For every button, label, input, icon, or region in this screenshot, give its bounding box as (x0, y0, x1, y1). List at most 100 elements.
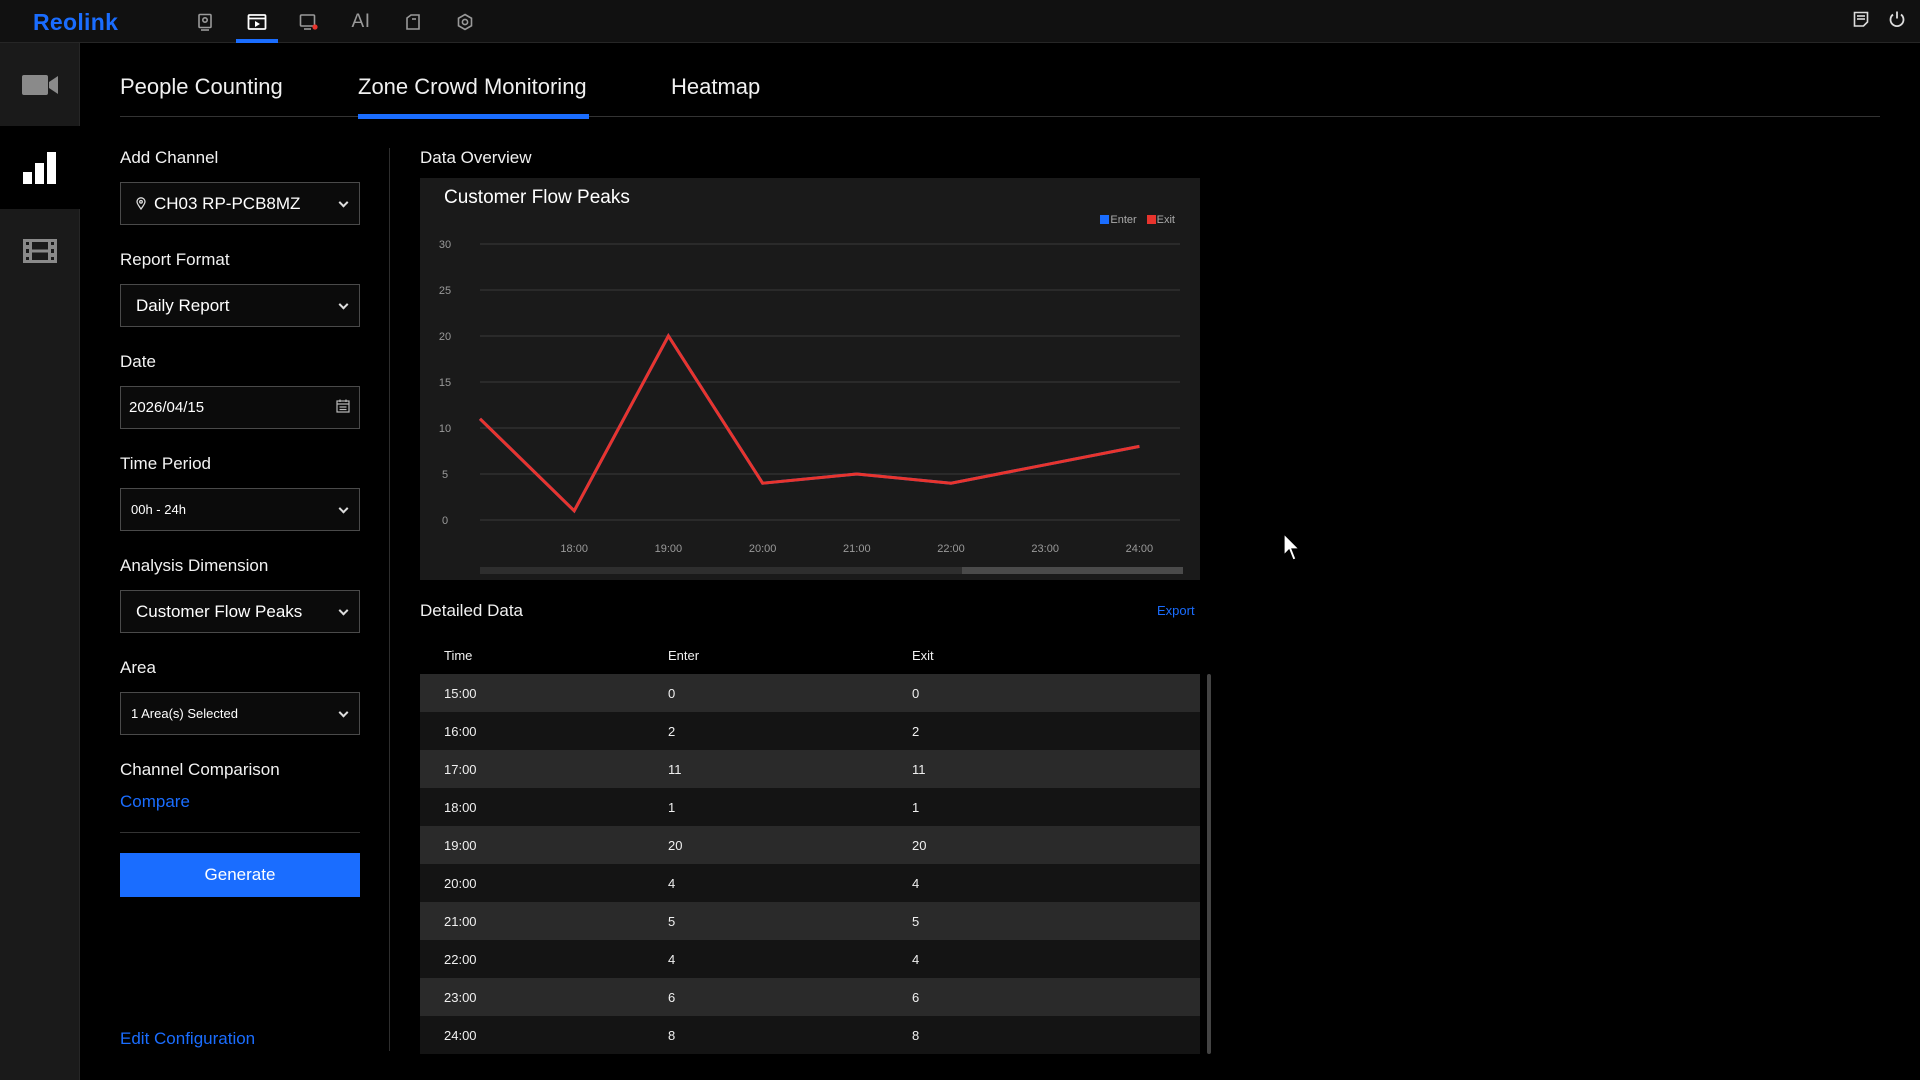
y-tick-label: 20 (439, 331, 451, 343)
enter-cell: 6 (668, 989, 676, 1005)
export-link[interactable]: Export (1157, 603, 1195, 618)
device-nav-button[interactable] (179, 0, 231, 43)
exit-cell: 6 (912, 989, 920, 1005)
report-format-value: Daily Report (136, 295, 230, 315)
sidebar-item-playback[interactable] (0, 209, 80, 292)
y-tick-label: 15 (439, 377, 451, 389)
table-scrollbar[interactable] (1207, 674, 1211, 1054)
panel-divider (389, 148, 390, 1051)
exit-cell: 2 (912, 723, 920, 739)
date-label: Date (120, 352, 156, 371)
exit-cell: 20 (912, 837, 927, 853)
chart-title: Customer Flow Peaks (444, 187, 630, 208)
data-overview-title: Data Overview (420, 148, 532, 167)
device-icon (198, 13, 212, 31)
add-channel-label: Add Channel (120, 148, 219, 167)
compare-link[interactable]: Compare (120, 792, 190, 811)
enter-cell: 11 (668, 761, 682, 777)
time-cell: 24:00 (444, 1027, 477, 1043)
files-icon (406, 13, 420, 30)
files-nav-button[interactable] (387, 0, 439, 43)
tab-heatmap[interactable]: Heatmap (671, 74, 761, 99)
date-picker[interactable]: 2026/04/15 (120, 386, 360, 429)
enter-cell: 4 (668, 951, 676, 967)
y-tick-label: 30 (439, 239, 451, 251)
time-cell: 20:00 (444, 875, 477, 891)
playback-icon (247, 13, 267, 30)
calendar-icon[interactable] (336, 399, 350, 413)
generate-button[interactable]: Generate (120, 853, 360, 897)
exit-cell: 5 (912, 913, 920, 929)
chart-legend: Enter Exit (1100, 214, 1175, 226)
time-period-select[interactable]: 00h - 24h (120, 488, 360, 531)
enter-cell: 5 (668, 913, 676, 929)
settings-nav-button[interactable] (439, 0, 491, 43)
column-header-enter: Enter (668, 647, 700, 663)
time-cell: 16:00 (444, 723, 477, 739)
video-camera-icon (22, 74, 58, 95)
column-header-time: Time (444, 647, 473, 663)
legend-label-exit: Exit (1156, 214, 1175, 226)
analysis-dimension-select[interactable]: Customer Flow Peaks (120, 590, 360, 633)
bar-chart-icon (23, 151, 56, 184)
power-button[interactable] (1888, 10, 1906, 33)
enter-cell: 2 (668, 723, 676, 739)
table-row: 22:00 4 4 (420, 940, 1200, 978)
y-tick-label: 25 (439, 285, 451, 297)
report-tabs: People Counting Zone Crowd Monitoring He… (120, 60, 1880, 119)
x-tick-label: 20:00 (749, 543, 777, 555)
time-cell: 22:00 (444, 951, 477, 967)
enter-cell: 0 (668, 685, 676, 701)
notes-icon (1853, 11, 1869, 27)
enter-cell: 1 (668, 799, 676, 815)
sidebar-item-live-view[interactable] (0, 43, 80, 126)
mouse-cursor-icon (1283, 533, 1301, 561)
ai-nav-button[interactable]: AI (335, 0, 387, 43)
date-value: 2026/04/15 (129, 399, 205, 416)
table-row: 19:00 20 20 (420, 826, 1200, 864)
tab-zone-crowd-monitoring[interactable]: Zone Crowd Monitoring (358, 74, 589, 119)
legend-label-enter: Enter (1110, 214, 1137, 226)
report-format-select[interactable]: Daily Report (120, 284, 360, 327)
alarm-nav-button[interactable] (283, 0, 335, 43)
time-cell: 19:00 (444, 837, 477, 853)
y-tick-label: 0 (442, 515, 448, 527)
channel-select[interactable]: CH03 RP-PCB8MZ (120, 182, 360, 225)
time-cell: 15:00 (444, 685, 477, 701)
analysis-dimension-label: Analysis Dimension (120, 556, 269, 575)
y-tick-label: 5 (442, 469, 448, 481)
exit-cell: 4 (912, 951, 920, 967)
time-cell: 17:00 (444, 761, 477, 777)
table-header: Time Enter Exit (420, 636, 1200, 674)
time-cell: 23:00 (444, 989, 477, 1005)
table-row: 21:00 5 5 (420, 902, 1200, 940)
ai-nav-label: AI (351, 10, 371, 32)
reolink-logo: Reolink (33, 9, 119, 35)
time-cell: 18:00 (444, 799, 477, 815)
enter-cell: 8 (668, 1027, 676, 1043)
area-label: Area (120, 658, 156, 677)
top-nav: AI (179, 0, 491, 43)
exit-cell: 1 (912, 799, 920, 815)
table-row: 16:00 2 2 (420, 712, 1200, 750)
notes-button[interactable] (1852, 10, 1870, 33)
chevron-down-icon (338, 197, 349, 208)
legend-item-enter[interactable]: Enter (1100, 214, 1137, 226)
tab-people-counting[interactable]: People Counting (120, 74, 283, 99)
exit-cell: 11 (912, 761, 926, 777)
channel-select-value: CH03 RP-PCB8MZ (154, 193, 301, 213)
time-period-value: 00h - 24h (131, 502, 186, 517)
area-select[interactable]: 1 Area(s) Selected (120, 692, 360, 735)
chart-scroll-track (480, 567, 1183, 574)
table-row: 15:00 0 0 (420, 674, 1200, 712)
playback-nav-button[interactable] (231, 0, 283, 43)
edit-configuration-link[interactable]: Edit Configuration (120, 1029, 256, 1048)
sidebar-item-analytics[interactable] (0, 126, 80, 209)
detailed-data-title: Detailed Data (420, 601, 524, 620)
x-tick-label: 19:00 (655, 543, 683, 555)
table-row: 17:00 11 11 (420, 750, 1200, 788)
legend-item-exit[interactable]: Exit (1146, 214, 1175, 226)
left-sidebar (0, 43, 80, 1080)
location-pin-icon (136, 197, 146, 210)
chevron-down-icon (338, 605, 349, 616)
